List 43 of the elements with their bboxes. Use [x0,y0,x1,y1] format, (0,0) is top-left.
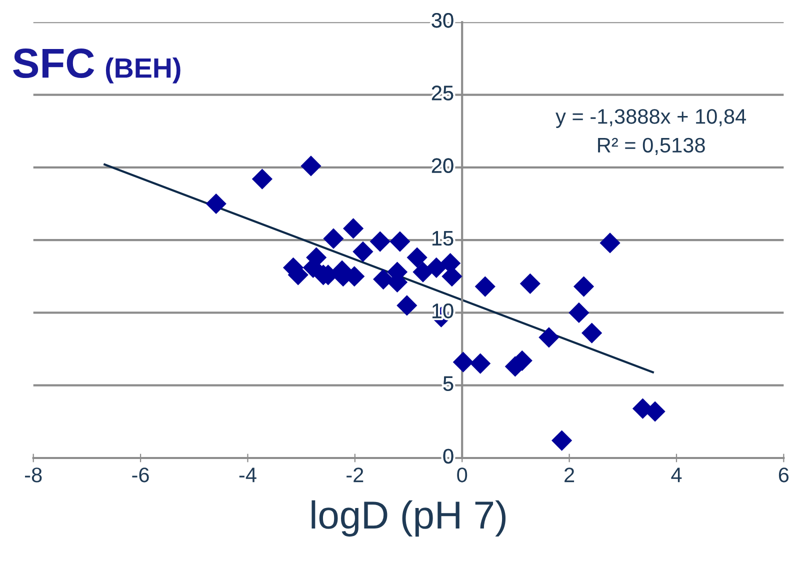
x-axis-title: logD (pH 7) [312,500,506,537]
y-tick-label: 0 [443,448,454,464]
point [323,228,344,249]
x-tick-label: -8 [25,468,42,482]
y-tick-label: 15 [432,231,454,246]
y-tick-label: 20 [432,158,454,174]
point [568,302,590,324]
point [370,231,390,252]
point [373,268,394,290]
point [406,247,428,268]
point [390,231,410,252]
x-tick-label: -2 [346,468,364,482]
chart-title: SFC [13,48,94,78]
point [206,193,226,214]
point [343,218,364,239]
point [582,322,602,344]
annotation: y = -1,3888x + 10,84 [556,109,746,128]
x-tick-label: -4 [239,468,256,482]
y-tick-label: 30 [432,12,454,28]
point [474,276,496,297]
y-tick-label: 10 [432,304,454,318]
point [300,156,322,176]
x-tick-label: 4 [671,468,682,482]
point [396,295,418,316]
point [452,352,474,372]
point [412,262,434,282]
x-tick-label: 0 [457,468,468,482]
point [551,430,572,451]
point [252,168,272,190]
text: (BEH) [106,57,180,84]
point [520,273,540,294]
annotation: R² = 0,5138 [598,138,705,156]
y-tick-label: 25 [432,86,454,100]
point [600,232,620,254]
point [573,276,594,297]
y-tick-label: 5 [443,376,454,391]
x-tick-label: 6 [778,468,789,482]
point [470,353,491,374]
point [426,257,447,278]
point [538,327,560,348]
x-tick-label: -6 [132,468,149,482]
point [352,241,374,262]
x-tick-label: 2 [564,468,574,482]
